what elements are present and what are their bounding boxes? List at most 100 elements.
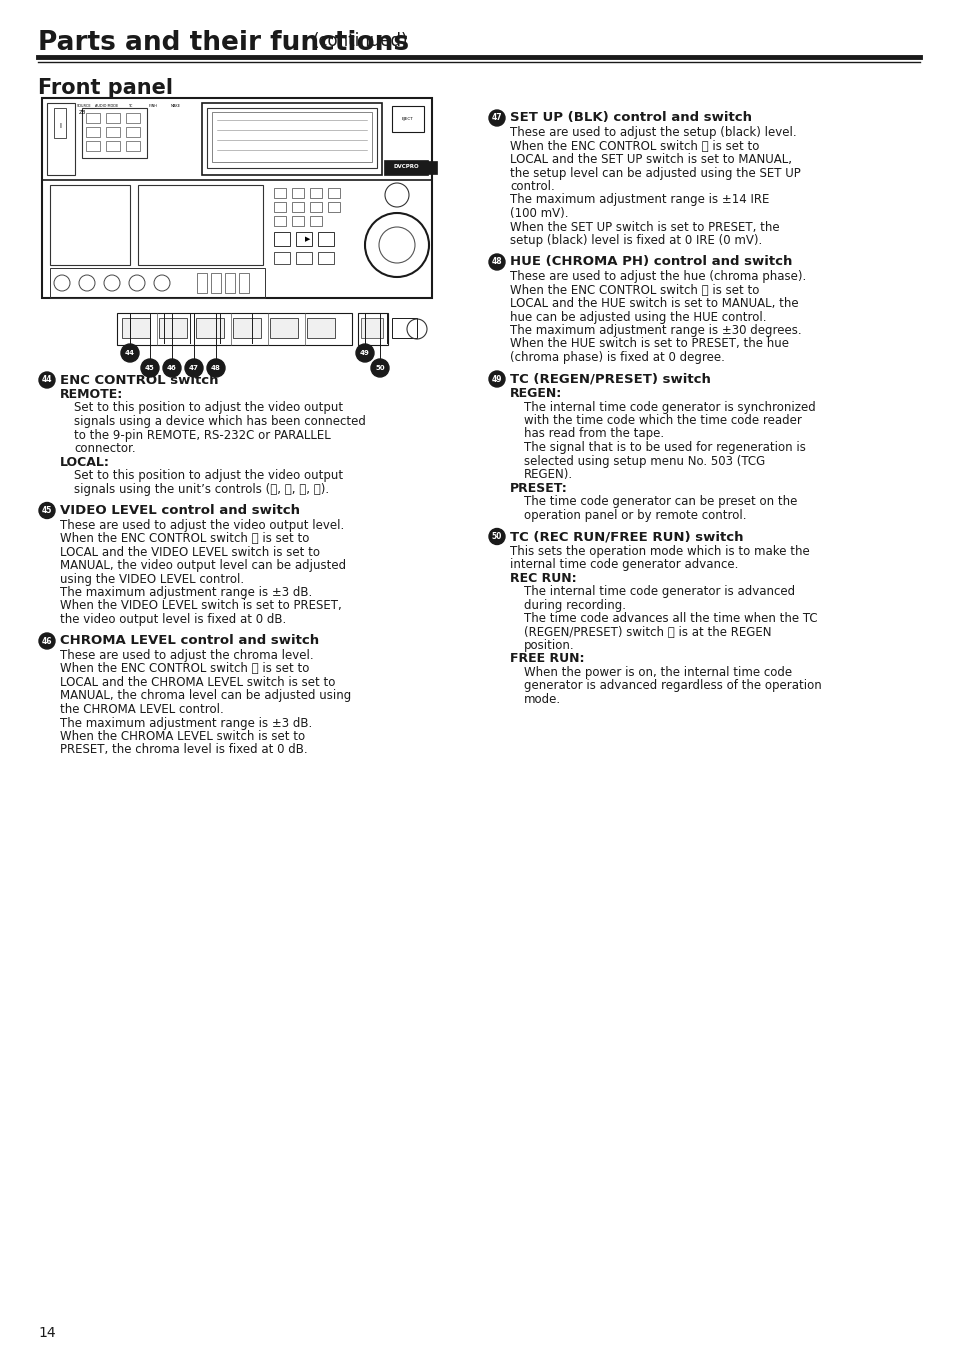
Bar [274,216,286,226]
Bar [47,103,75,176]
Bar [274,232,290,246]
Text: 47: 47 [189,365,199,372]
Text: MAKE: MAKE [171,104,181,108]
Text: LOCAL:: LOCAL: [60,455,110,469]
Text: 48: 48 [211,365,221,372]
Bar [86,113,100,123]
Text: LOCAL and the CHROMA LEVEL switch is set to: LOCAL and the CHROMA LEVEL switch is set… [60,676,335,689]
Text: The internal time code generator is synchronized: The internal time code generator is sync… [523,400,815,413]
Text: 45: 45 [42,507,52,515]
Bar [117,313,352,345]
Circle shape [39,372,55,388]
Circle shape [39,503,55,519]
Bar [360,317,382,338]
Text: REC RUN:: REC RUN: [510,571,576,585]
Bar [54,108,66,138]
Text: F.INH: F.INH [149,104,157,108]
Bar [392,317,416,338]
Bar [427,161,436,174]
Text: operation panel or by remote control.: operation panel or by remote control. [523,508,745,521]
Text: (REGEN/PRESET) switch ⓱ is at the REGEN: (REGEN/PRESET) switch ⓱ is at the REGEN [523,626,771,639]
Text: 49: 49 [491,374,501,384]
Text: I: I [59,123,61,128]
Text: HUE (CHROMA PH) control and switch: HUE (CHROMA PH) control and switch [510,255,792,269]
Text: signals using the unit’s controls (⓭, ⓮, ⓯, ⓰).: signals using the unit’s controls (⓭, ⓮,… [74,482,329,496]
Text: TC (REC RUN/FREE RUN) switch: TC (REC RUN/FREE RUN) switch [510,530,742,543]
Bar [295,232,312,246]
Bar [274,203,286,212]
Text: REMOTE:: REMOTE: [60,388,123,401]
Text: Set to this position to adjust the video output: Set to this position to adjust the video… [74,469,343,482]
Text: FREE RUN:: FREE RUN: [510,653,584,666]
Bar [202,103,381,176]
Text: DVCPRO: DVCPRO [393,165,418,169]
Bar [42,99,432,299]
Text: These are used to adjust the video output level.: These are used to adjust the video outpu… [60,519,344,531]
Text: ENC CONTROL switch: ENC CONTROL switch [60,373,218,386]
Bar [211,273,221,293]
Text: using the VIDEO LEVEL control.: using the VIDEO LEVEL control. [60,573,244,585]
Text: Set to this position to adjust the video output: Set to this position to adjust the video… [74,401,343,415]
Text: mode.: mode. [523,693,560,707]
Text: When the power is on, the internal time code: When the power is on, the internal time … [523,666,791,680]
Text: position.: position. [523,639,574,653]
Text: 49: 49 [359,350,370,357]
Circle shape [489,254,504,270]
Text: ▶: ▶ [305,236,311,242]
Bar [225,273,234,293]
Text: CHROMA LEVEL control and switch: CHROMA LEVEL control and switch [60,635,319,647]
Text: SOURCE: SOURCE [76,104,91,108]
Text: REGEN).: REGEN). [523,467,573,481]
Text: The maximum adjustment range is ±3 dB.: The maximum adjustment range is ±3 dB. [60,716,312,730]
Text: TC: TC [128,104,132,108]
Bar [196,273,207,293]
Text: has read from the tape.: has read from the tape. [523,427,663,440]
Bar [50,267,265,299]
Bar [126,113,140,123]
Bar [274,253,290,263]
Bar [317,253,334,263]
Bar [106,127,120,136]
Bar [292,188,304,199]
Circle shape [121,345,139,362]
Text: When the SET UP switch is set to PRESET, the: When the SET UP switch is set to PRESET,… [510,220,779,234]
Text: LOCAL and the HUE switch is set to MANUAL, the: LOCAL and the HUE switch is set to MANUA… [510,297,798,309]
Circle shape [489,372,504,386]
Text: The maximum adjustment range is ±14 IRE: The maximum adjustment range is ±14 IRE [510,193,768,207]
Text: (100 mV).: (100 mV). [510,207,568,220]
Text: signals using a device which has been connected: signals using a device which has been co… [74,415,366,428]
Text: setup (black) level is fixed at 0 IRE (0 mV).: setup (black) level is fixed at 0 IRE (0… [510,234,761,247]
Bar [233,317,261,338]
Text: 45: 45 [145,365,154,372]
Bar [392,105,423,132]
Bar [317,232,334,246]
Text: The time code generator can be preset on the: The time code generator can be preset on… [523,494,797,508]
Text: REGEN:: REGEN: [510,386,561,400]
Bar [159,317,187,338]
Text: 44: 44 [42,376,52,385]
Text: LOCAL and the SET UP switch is set to MANUAL,: LOCAL and the SET UP switch is set to MA… [510,153,791,166]
Bar [239,273,249,293]
Text: When the CHROMA LEVEL switch is set to: When the CHROMA LEVEL switch is set to [60,730,305,743]
Circle shape [163,359,181,377]
Text: 46: 46 [42,636,52,646]
Text: TC (REGEN/PRESET) switch: TC (REGEN/PRESET) switch [510,373,710,385]
Bar [357,313,388,345]
Bar [138,185,263,265]
Bar [207,108,376,168]
Bar [82,108,147,158]
Text: When the ENC CONTROL switch ⓬ is set to: When the ENC CONTROL switch ⓬ is set to [60,532,309,544]
Text: 46: 46 [167,365,176,372]
Text: 47: 47 [491,113,502,123]
Bar [295,253,312,263]
Text: the CHROMA LEVEL control.: the CHROMA LEVEL control. [60,703,224,716]
Bar [328,203,339,212]
Bar [292,216,304,226]
Text: The time code advances all the time when the TC: The time code advances all the time when… [523,612,817,626]
Text: When the ENC CONTROL switch ⓬ is set to: When the ENC CONTROL switch ⓬ is set to [510,284,759,296]
Text: hue can be adjusted using the HUE control.: hue can be adjusted using the HUE contro… [510,311,765,323]
Text: (continued): (continued) [313,32,408,50]
Text: PRESET:: PRESET: [510,481,567,494]
Bar [86,127,100,136]
Bar [274,188,286,199]
